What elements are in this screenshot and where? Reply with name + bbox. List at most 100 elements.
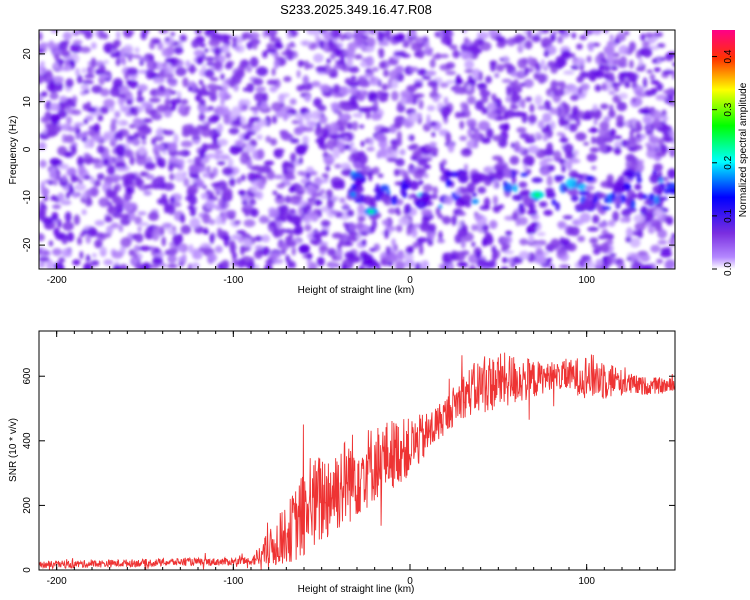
heatmap-cell [489,220,498,230]
heatmap-cell [45,69,52,77]
heatmap-cell [39,208,47,219]
heatmap-cell [460,43,468,52]
heatmap-cell [629,252,641,262]
figure-title: S233.2025.349.16.47.R08 [280,2,432,17]
heatmap-cell [563,70,575,75]
heatmap-cell [242,237,252,247]
heatmap-cell [163,109,173,118]
heatmap-cell [444,195,454,206]
heatmap-cell [307,183,313,190]
heatmap-cell [472,68,481,79]
heatmap-cell [150,38,161,44]
heatmap-cell [419,191,431,203]
heatmap-cell [660,116,669,121]
heatmap-cell [198,79,204,86]
heatmap-cell [405,246,414,255]
heatmap-cell [634,120,642,131]
heatmap-cell [531,221,539,228]
heatmap-cell [349,141,355,147]
heatmap-cell [231,259,239,267]
heatmap-cell [377,47,385,56]
heatmap-cell [629,237,641,248]
heatmap-cell [124,176,134,187]
heatmap-cell [458,261,469,268]
heatmap-cell [141,139,147,146]
heatmap-cell [225,51,231,59]
colorbar-gradient [712,30,735,269]
heatmap-cell [198,247,207,252]
heatmap-cell [212,133,217,144]
heatmap-cell [380,137,388,142]
heatmap-cell [148,97,161,103]
heatmap-cell [446,31,454,37]
heatmap-cell [656,58,662,64]
heatmap-cell [634,222,646,232]
colorbar: 0.0 0.1 0.2 0.3 0.4 Normalized spectral ampl… [712,30,749,276]
heatmap-cell [556,248,568,255]
heatmap-cell [104,214,112,223]
heatmap-cell [39,159,47,169]
heatmap-cell [269,36,281,42]
heatmap-cell [136,126,148,131]
heatmap-cell [542,134,548,142]
heatmap-cell [633,144,643,151]
heatmap-cell [54,81,64,92]
heatmap-cell [237,235,244,244]
heatmap-cell [185,60,191,68]
heatmap-cell [427,80,439,88]
heatmap-cell [223,113,230,125]
heatmap-cell [282,168,289,175]
heatmap-cell [455,251,466,262]
heatmap-cell [387,261,394,267]
heatmap-cell [402,253,414,261]
heatmap-cell [192,139,201,145]
heatmap-cell [339,113,349,121]
heatmap-cell [594,54,606,66]
heatmap-cell [117,96,125,106]
heatmap-cell [394,260,405,269]
heatmap-cell [276,193,282,200]
heatmap-cell [303,60,310,70]
heatmap-cell [616,114,625,124]
heatmap-cell [169,173,175,181]
heatmap-cell [642,77,648,89]
heatmap-cell [518,206,526,215]
heatmap-cell [329,134,341,140]
heatmap-cell [329,210,340,215]
heatmap-cell [611,82,622,87]
heatmap-cell [537,120,545,129]
heatmap-cell [246,83,252,91]
heatmap-cell [393,168,400,177]
heatmap-cell [261,50,268,59]
heatmap-cell [187,263,192,269]
heatmap-cell [93,163,103,169]
heatmap-cell [460,101,468,109]
heatmap-cell [483,179,492,186]
heatmap-cell [164,37,170,42]
snr-x-axis-label: Height of straight line (km) [298,584,415,595]
heatmap-cell [428,146,439,155]
heatmap-cell [135,176,143,188]
heatmap-cell [593,118,598,126]
heatmap-cell [509,155,520,165]
heatmap-cell [557,36,564,44]
heatmap-cell [377,173,384,178]
heatmap-cell [421,208,433,217]
heatmap-cell [528,114,537,124]
heatmap-cell [607,219,616,227]
heatmap-cell [158,30,169,34]
heatmap-cell [99,74,111,79]
heatmap-cell [351,120,359,131]
heatmap-cell [650,244,661,253]
heatmap-cell [239,105,246,112]
heatmap-cell [282,112,289,122]
heatmap-cell [629,160,639,172]
heatmap-cell [78,179,83,185]
heatmap-cell [319,84,331,92]
heatmap-cell [315,65,327,73]
y-tick-label: 0 [22,567,33,573]
heatmap-cell [376,90,384,96]
heatmap-cell [206,83,218,91]
heatmap-cell [410,167,415,174]
y-tick-label: 0 [22,146,33,152]
